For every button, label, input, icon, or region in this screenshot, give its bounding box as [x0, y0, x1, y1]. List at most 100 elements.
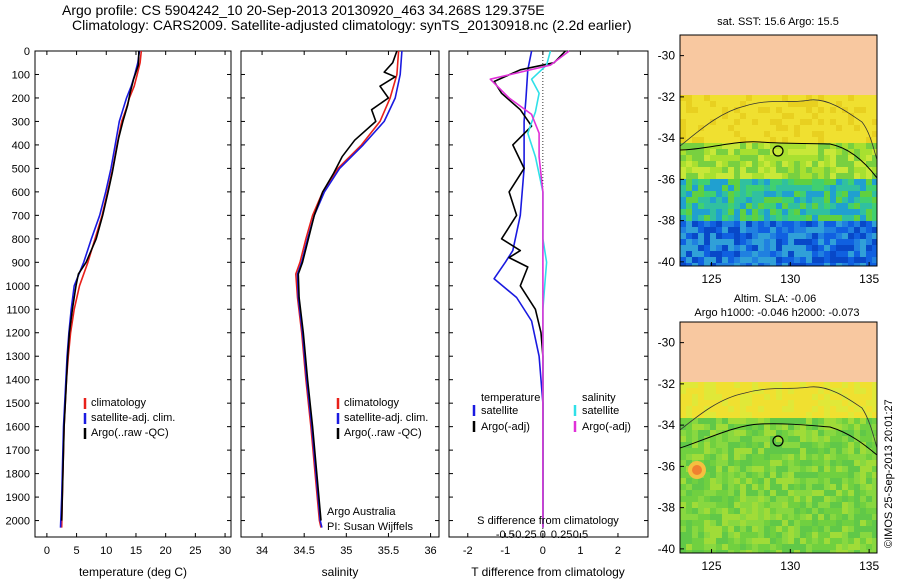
s-diff-tick-label: 0.5 — [573, 529, 588, 541]
heatmap-cell — [728, 197, 734, 203]
heatmap-cell — [680, 257, 686, 263]
heatmap-cell — [752, 137, 758, 143]
heatmap-cell — [830, 490, 836, 496]
heatmap-cell — [830, 257, 836, 263]
heatmap-cell — [866, 454, 872, 460]
heatmap-cell — [854, 508, 860, 514]
heatmap-cell — [734, 113, 740, 119]
heatmap-cell — [680, 508, 686, 514]
heatmap-cell — [836, 424, 842, 430]
heatmap-cell — [788, 478, 794, 484]
heatmap-cell — [830, 472, 836, 478]
heatmap-cell — [716, 472, 722, 478]
heatmap-cell — [680, 203, 686, 209]
heatmap-cell — [692, 107, 698, 113]
heatmap-cell — [836, 394, 842, 400]
heatmap-cell — [716, 460, 722, 466]
heatmap-cell — [842, 185, 848, 191]
heatmap-cell — [698, 125, 704, 131]
heatmap-cell — [866, 520, 872, 526]
heatmap-cell — [764, 424, 770, 430]
x-tick-label: 20 — [160, 545, 172, 557]
heatmap-cell — [734, 245, 740, 251]
map-lon-tick-label: 125 — [702, 559, 722, 573]
heatmap-cell — [716, 496, 722, 502]
heatmap-cell — [728, 143, 734, 149]
heatmap-cell — [848, 131, 854, 137]
heatmap-cell — [800, 538, 806, 544]
heatmap-cell — [788, 197, 794, 203]
heatmap-cell — [680, 412, 686, 418]
heatmap-cell — [836, 382, 842, 388]
heatmap-cell — [704, 179, 710, 185]
heatmap-cell — [746, 430, 752, 436]
heatmap-cell — [770, 251, 776, 257]
heatmap-cell — [776, 203, 782, 209]
heatmap-cell — [734, 221, 740, 227]
heatmap-cell — [740, 203, 746, 209]
heatmap-cell — [794, 412, 800, 418]
heatmap-cell — [854, 544, 860, 550]
heatmap-cell — [716, 544, 722, 550]
map-lon-tick-label: 135 — [859, 559, 879, 573]
heatmap-cell — [788, 466, 794, 472]
heatmap-cell — [824, 101, 830, 107]
heatmap-cell — [728, 502, 734, 508]
heatmap-cell — [686, 185, 692, 191]
heatmap-cell — [800, 215, 806, 221]
heatmap-cell — [740, 448, 746, 454]
heatmap-cell — [800, 239, 806, 245]
heatmap-cell — [866, 490, 872, 496]
heatmap-cell — [704, 149, 710, 155]
heatmap-cell — [686, 125, 692, 131]
legend-label-s-argo: Argo(-adj) — [582, 421, 631, 433]
heatmap-cell — [824, 245, 830, 251]
heatmap-cell — [698, 448, 704, 454]
heatmap-cell — [698, 526, 704, 532]
heatmap-cell — [818, 454, 824, 460]
heatmap-cell — [686, 478, 692, 484]
heatmap-cell — [860, 251, 866, 257]
heatmap-cell — [860, 179, 866, 185]
heatmap-cell — [782, 400, 788, 406]
heatmap-cell — [872, 520, 877, 526]
heatmap-cell — [818, 149, 824, 155]
heatmap-cell — [776, 454, 782, 460]
heatmap-cell — [740, 472, 746, 478]
coastline — [680, 99, 877, 161]
heatmap-cell — [782, 263, 788, 266]
map-lat-tick-label: -30 — [658, 49, 676, 63]
heatmap-cell — [758, 406, 764, 412]
heatmap-cell — [758, 113, 764, 119]
heatmap-cell — [722, 472, 728, 478]
heatmap-cell — [752, 436, 758, 442]
heatmap-cell — [848, 137, 854, 143]
heatmap-cell — [872, 460, 877, 466]
heatmap-cell — [806, 119, 812, 125]
s-diff-tick-label: 0 — [540, 529, 546, 541]
heatmap-cell — [812, 101, 818, 107]
heatmap-cell — [866, 125, 872, 131]
legend-label-satellite: satellite-adj. clim. — [91, 412, 175, 424]
heatmap-cell — [680, 227, 686, 233]
heatmap-cell — [800, 113, 806, 119]
heatmap-cell — [854, 245, 860, 251]
heatmap-cell — [734, 227, 740, 233]
heatmap-cell — [788, 430, 794, 436]
heatmap-cell — [824, 544, 830, 550]
heatmap-cell — [698, 203, 704, 209]
heatmap-cell — [800, 496, 806, 502]
heatmap-cell — [836, 107, 842, 113]
series-line-argo-adj — [493, 50, 566, 528]
heatmap-cell — [776, 179, 782, 185]
heatmap-cell — [758, 203, 764, 209]
heatmap-cell — [758, 460, 764, 466]
heatmap-cell — [686, 203, 692, 209]
heatmap-cell — [776, 394, 782, 400]
heatmap-cell — [806, 502, 812, 508]
heatmap-cell — [698, 251, 704, 257]
heatmap-cell — [788, 95, 794, 101]
heatmap-cell — [680, 179, 686, 185]
heatmap-cell — [800, 448, 806, 454]
heatmap-cell — [800, 502, 806, 508]
